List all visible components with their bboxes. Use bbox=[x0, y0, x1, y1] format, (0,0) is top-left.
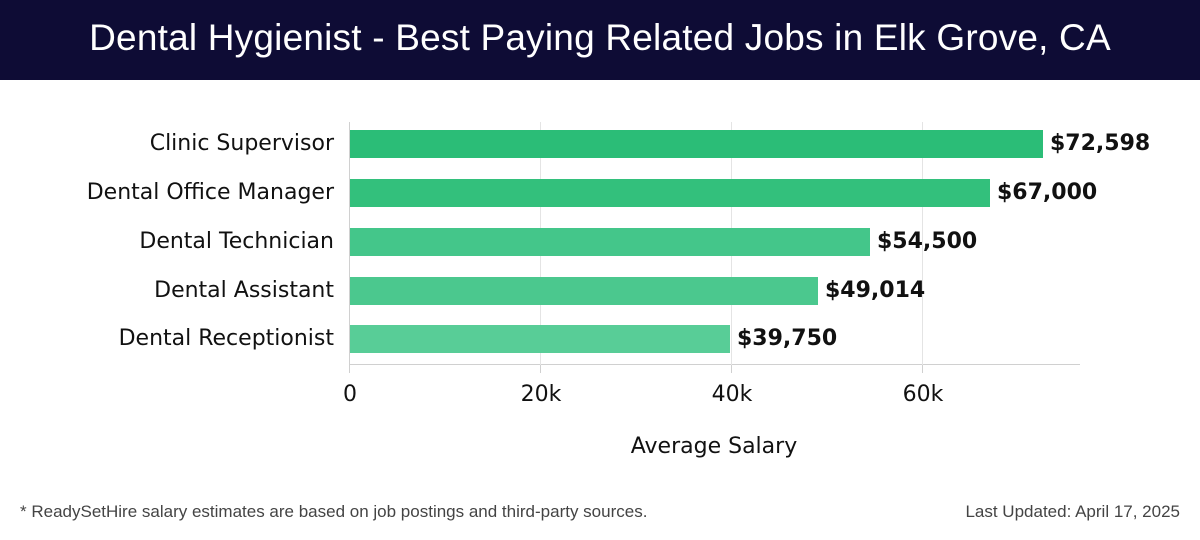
gridline bbox=[922, 122, 923, 365]
chart-header: Dental Hygienist - Best Paying Related J… bbox=[0, 0, 1200, 80]
x-tick-label: 20k bbox=[520, 382, 562, 407]
x-tick bbox=[540, 365, 541, 373]
x-tick bbox=[349, 365, 350, 373]
category-label: Dental Office Manager bbox=[86, 180, 334, 205]
x-tick-label: 60k bbox=[902, 382, 944, 407]
value-label: $54,500 bbox=[877, 229, 978, 254]
x-axis-label: Average Salary bbox=[630, 434, 798, 459]
category-label: Dental Receptionist bbox=[118, 326, 334, 351]
x-tick-label: 40k bbox=[711, 382, 753, 407]
salary-bar bbox=[350, 179, 990, 207]
x-tick bbox=[731, 365, 732, 373]
salary-bar bbox=[350, 228, 870, 256]
value-label: $39,750 bbox=[737, 326, 838, 351]
chart-title: Dental Hygienist - Best Paying Related J… bbox=[89, 17, 1111, 58]
footer-disclaimer: * ReadySetHire salary estimates are base… bbox=[20, 502, 648, 521]
value-label: $72,598 bbox=[1050, 131, 1151, 156]
category-label: Dental Assistant bbox=[154, 278, 334, 303]
category-label: Clinic Supervisor bbox=[149, 131, 334, 156]
salary-bar bbox=[350, 277, 818, 305]
value-label: $67,000 bbox=[997, 180, 1098, 205]
x-axis-line bbox=[349, 364, 1080, 365]
y-axis-line bbox=[349, 122, 350, 366]
category-label: Dental Technician bbox=[139, 229, 334, 254]
salary-bar bbox=[350, 325, 730, 353]
last-updated: Last Updated: April 17, 2025 bbox=[965, 502, 1180, 521]
bar-chart: Average Salary 0 20k 40k 60k Clinic Supervis… bbox=[0, 80, 1200, 500]
x-tick-label: 0 bbox=[343, 382, 357, 407]
salary-bar bbox=[350, 130, 1043, 158]
x-tick bbox=[922, 365, 923, 373]
value-label: $49,014 bbox=[825, 278, 926, 303]
